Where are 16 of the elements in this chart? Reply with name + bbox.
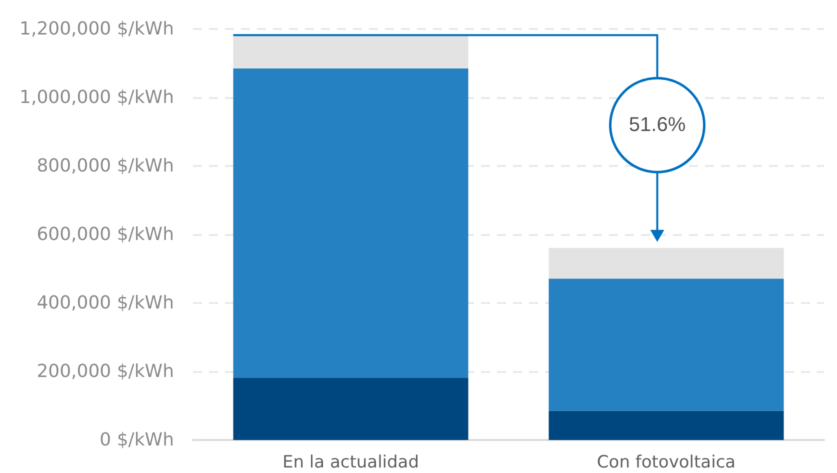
bar	[233, 35, 468, 68]
annotation: 51.6%	[628, 114, 686, 136]
y-tick-label: 400,000 $/kWh	[36, 292, 174, 314]
bar	[233, 378, 468, 440]
x-tick-label: Con fotovoltaica	[596, 452, 736, 472]
bar	[548, 410, 784, 440]
bar	[548, 248, 784, 279]
y-tick-label: 1,200,000 $/kWh	[20, 18, 174, 40]
y-tick-label: 800,000 $/kWh	[36, 156, 174, 176]
y-tick-label: 200,000 $/kWh	[36, 361, 174, 382]
y-tick-label: 1,000,000 $/kWh	[20, 87, 174, 108]
x-tick-label: En la actualidad	[282, 452, 420, 472]
y-tick-label: 600,000 $/kWh	[36, 224, 174, 245]
y-tick-label: 0 $/kWh	[100, 430, 174, 450]
bar	[233, 68, 468, 378]
bar	[548, 278, 784, 411]
